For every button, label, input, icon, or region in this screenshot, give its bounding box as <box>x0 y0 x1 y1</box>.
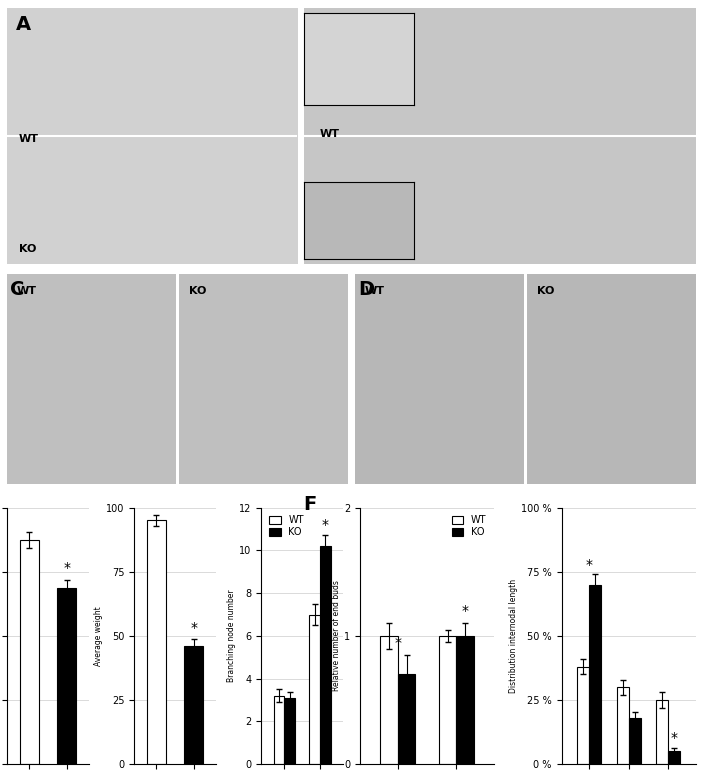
Text: *: * <box>191 621 198 635</box>
Bar <box>669 751 681 764</box>
Legend: WT, KO: WT, KO <box>266 513 307 540</box>
Y-axis label: Branching node number: Branching node number <box>227 590 236 682</box>
Bar <box>320 546 330 764</box>
Bar <box>309 615 320 764</box>
Text: F: F <box>304 495 316 513</box>
Bar <box>456 636 474 764</box>
Text: KO: KO <box>189 286 207 296</box>
Text: WT: WT <box>365 286 385 296</box>
Bar <box>589 584 601 764</box>
Bar <box>657 700 669 764</box>
Text: *: * <box>671 731 678 745</box>
Bar <box>58 587 76 764</box>
Y-axis label: Relative number of end buds: Relative number of end buds <box>332 581 341 692</box>
Text: *: * <box>394 636 401 650</box>
Bar <box>20 540 39 764</box>
Text: *: * <box>63 561 70 575</box>
Bar <box>628 718 640 764</box>
Bar <box>577 667 589 764</box>
Bar <box>284 698 295 764</box>
Text: A: A <box>15 15 31 35</box>
Bar <box>147 520 166 764</box>
Text: WT: WT <box>19 134 39 144</box>
Y-axis label: Distribution internodal length: Distribution internodal length <box>510 579 518 693</box>
Text: KO: KO <box>320 244 337 254</box>
Legend: WT, KO: WT, KO <box>449 513 489 540</box>
Text: *: * <box>586 557 593 572</box>
Bar <box>273 696 284 764</box>
Bar <box>184 646 203 764</box>
Text: B: B <box>312 15 327 35</box>
Bar <box>617 687 628 764</box>
Text: WT: WT <box>17 286 37 296</box>
Text: KO: KO <box>19 244 36 254</box>
Text: *: * <box>322 518 329 532</box>
Text: *: * <box>462 604 469 618</box>
Text: KO: KO <box>537 286 555 296</box>
Text: C: C <box>11 279 25 299</box>
Bar <box>439 636 456 764</box>
Text: WT: WT <box>320 129 340 139</box>
Y-axis label: Average weight: Average weight <box>94 606 103 665</box>
Bar <box>398 675 415 764</box>
Bar <box>380 636 398 764</box>
Text: D: D <box>359 279 375 299</box>
